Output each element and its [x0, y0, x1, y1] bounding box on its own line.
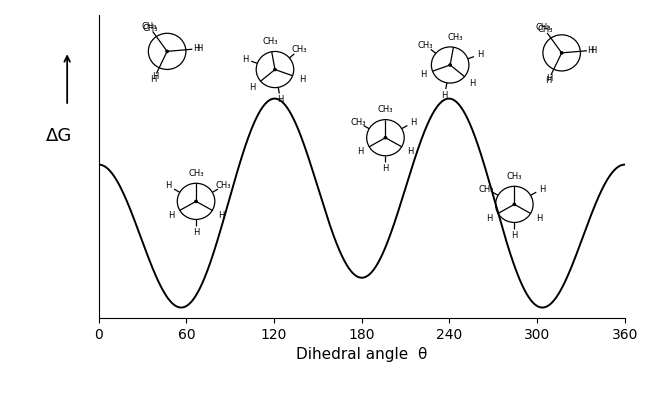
Text: CH₃: CH₃	[537, 26, 552, 35]
Text: H: H	[249, 83, 256, 92]
Text: H: H	[410, 118, 416, 127]
Ellipse shape	[513, 202, 517, 206]
Text: H: H	[588, 46, 594, 55]
Text: CH₃: CH₃	[479, 184, 494, 193]
Text: H: H	[486, 214, 492, 223]
Text: H: H	[420, 70, 426, 79]
Text: CH₃: CH₃	[292, 45, 307, 54]
Text: CH₃: CH₃	[141, 22, 157, 31]
Ellipse shape	[165, 50, 169, 53]
Text: H: H	[151, 72, 158, 81]
Ellipse shape	[194, 200, 198, 203]
Text: H: H	[193, 228, 199, 237]
Text: H: H	[470, 79, 475, 88]
Text: H: H	[545, 76, 551, 85]
Text: H: H	[299, 75, 306, 84]
Text: H: H	[539, 184, 545, 193]
Text: H: H	[150, 75, 157, 84]
X-axis label: Dihedral angle  θ: Dihedral angle θ	[296, 347, 428, 362]
Text: CH₃: CH₃	[188, 169, 204, 178]
Text: H: H	[590, 46, 597, 55]
Text: H: H	[196, 44, 202, 53]
Text: H: H	[441, 91, 448, 100]
Text: H: H	[536, 214, 543, 223]
Text: CH₃: CH₃	[447, 33, 463, 42]
Text: CH₃: CH₃	[262, 37, 278, 46]
Text: H: H	[168, 211, 174, 220]
Text: H: H	[477, 50, 483, 59]
Text: CH₃: CH₃	[377, 105, 393, 114]
Text: H: H	[546, 74, 552, 83]
Text: H: H	[242, 55, 248, 64]
Text: H: H	[218, 211, 225, 220]
Text: CH₃: CH₃	[507, 172, 522, 181]
Ellipse shape	[448, 63, 452, 67]
Ellipse shape	[273, 68, 277, 72]
Ellipse shape	[383, 136, 387, 140]
Text: CH₃: CH₃	[143, 24, 158, 33]
Text: CH₃: CH₃	[350, 118, 366, 127]
Text: ΔG: ΔG	[46, 127, 72, 145]
Text: CH₃: CH₃	[535, 23, 551, 32]
Ellipse shape	[560, 51, 564, 55]
Text: CH₃: CH₃	[216, 182, 231, 191]
Text: H: H	[278, 95, 283, 104]
Text: H: H	[511, 231, 518, 240]
Text: CH₃: CH₃	[418, 41, 434, 50]
Text: H: H	[193, 44, 199, 53]
Text: H: H	[165, 182, 172, 191]
Text: H: H	[382, 164, 389, 173]
Text: H: H	[357, 147, 364, 156]
Text: H: H	[407, 147, 414, 156]
